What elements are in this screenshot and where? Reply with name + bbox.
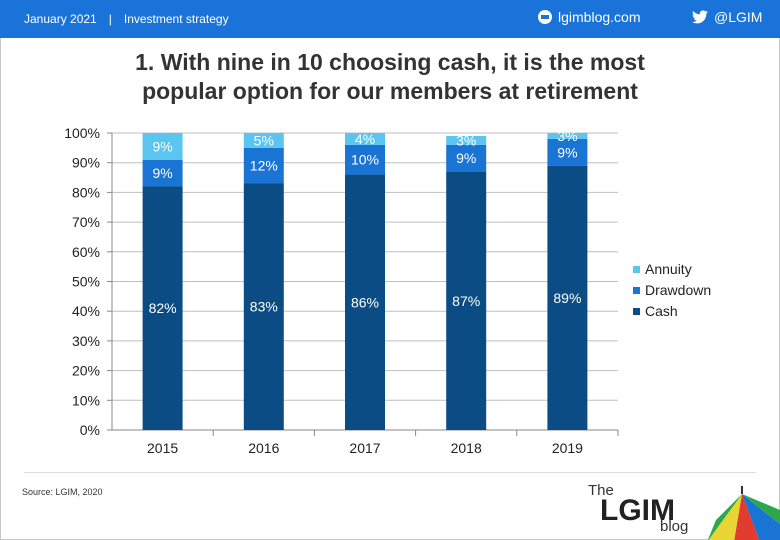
legend-label-cash: Cash — [645, 303, 678, 319]
bar-annuity — [547, 133, 588, 139]
y-tick-label: 20% — [72, 363, 100, 379]
y-tick-label: 80% — [72, 184, 100, 200]
header-separator: | — [108, 12, 112, 26]
bar-cash — [446, 171, 487, 431]
bar-drawdown — [243, 147, 284, 184]
bar-cash — [345, 174, 385, 430]
data-label-cash: 83% — [250, 299, 278, 315]
y-tick-label: 50% — [72, 274, 100, 290]
legend-label-drawdown: Drawdown — [645, 282, 711, 298]
chart-title-line-2: popular option for our members at retire… — [142, 78, 638, 104]
data-label-cash: 82% — [149, 300, 177, 316]
bar-annuity — [243, 133, 284, 148]
twitter-bird-icon — [692, 10, 708, 24]
source-note: Source: LGIM, 2020 — [22, 487, 103, 497]
legend-swatch-annuity — [633, 266, 640, 273]
bar-cash — [142, 186, 183, 430]
bar-annuity — [142, 133, 183, 160]
x-tick-label: 2015 — [147, 440, 178, 456]
y-tick-label: 40% — [72, 303, 100, 319]
twitter-link[interactable]: @LGIM — [692, 9, 762, 25]
header-left: January 2021 | Investment strategy — [24, 12, 229, 26]
data-label-annuity: 3% — [557, 128, 577, 144]
bar-drawdown — [446, 144, 487, 172]
y-tick-label: 0% — [80, 422, 100, 438]
data-label-drawdown: 9% — [557, 144, 577, 160]
x-tick-label: 2018 — [451, 440, 482, 456]
y-tick-label: 60% — [72, 244, 100, 260]
data-label-drawdown: 9% — [152, 165, 172, 181]
lgim-blog-logo: The LGIM blog — [582, 480, 780, 540]
bar-drawdown — [547, 138, 588, 166]
x-tick-label: 2016 — [248, 440, 279, 456]
logo-name: LGIM — [600, 494, 675, 527]
blog-link-label: lgimblog.com — [558, 9, 641, 25]
y-tick-label: 30% — [72, 333, 100, 349]
bar-annuity — [345, 133, 385, 145]
data-label-annuity: 3% — [456, 132, 476, 148]
y-tick-label: 10% — [72, 392, 100, 408]
blog-globe-icon — [538, 10, 552, 24]
y-tick-label: 90% — [72, 155, 100, 171]
umbrella-icon — [707, 486, 780, 540]
y-tick-label: 100% — [64, 125, 100, 141]
data-label-annuity: 9% — [152, 138, 172, 154]
data-label-cash: 89% — [553, 290, 581, 306]
legend-swatch-cash — [633, 308, 640, 315]
chart-title: 1. With nine in 10 choosing cash, it is … — [40, 48, 740, 106]
footer-divider — [24, 472, 756, 473]
data-label-annuity: 4% — [355, 131, 375, 147]
header-date: January 2021 — [24, 12, 97, 26]
logo-the: The — [588, 482, 614, 499]
x-tick-label: 2019 — [552, 440, 583, 456]
bar-annuity — [446, 135, 487, 145]
logo-blog: blog — [660, 518, 689, 535]
data-label-cash: 86% — [351, 294, 379, 310]
header-section: Investment strategy — [123, 12, 229, 26]
data-label-annuity: 5% — [254, 132, 274, 148]
blog-link[interactable]: lgimblog.com — [538, 9, 640, 25]
legend-swatch-drawdown — [633, 287, 640, 294]
y-tick-label: 70% — [72, 214, 100, 230]
data-label-drawdown: 12% — [250, 158, 278, 174]
x-tick-label: 2017 — [349, 440, 380, 456]
data-label-drawdown: 9% — [456, 150, 476, 166]
twitter-handle: @LGIM — [714, 9, 763, 25]
data-label-cash: 87% — [452, 293, 480, 309]
legend-label-annuity: Annuity — [645, 261, 692, 277]
bar-cash — [547, 165, 588, 431]
chart-title-line-1: 1. With nine in 10 choosing cash, it is … — [135, 49, 645, 75]
header-bar: January 2021 | Investment strategy lgimblo… — [0, 0, 780, 38]
data-label-drawdown: 10% — [351, 152, 379, 168]
bar-drawdown — [345, 144, 385, 175]
bar-drawdown — [142, 159, 183, 187]
bar-cash — [243, 183, 284, 430]
